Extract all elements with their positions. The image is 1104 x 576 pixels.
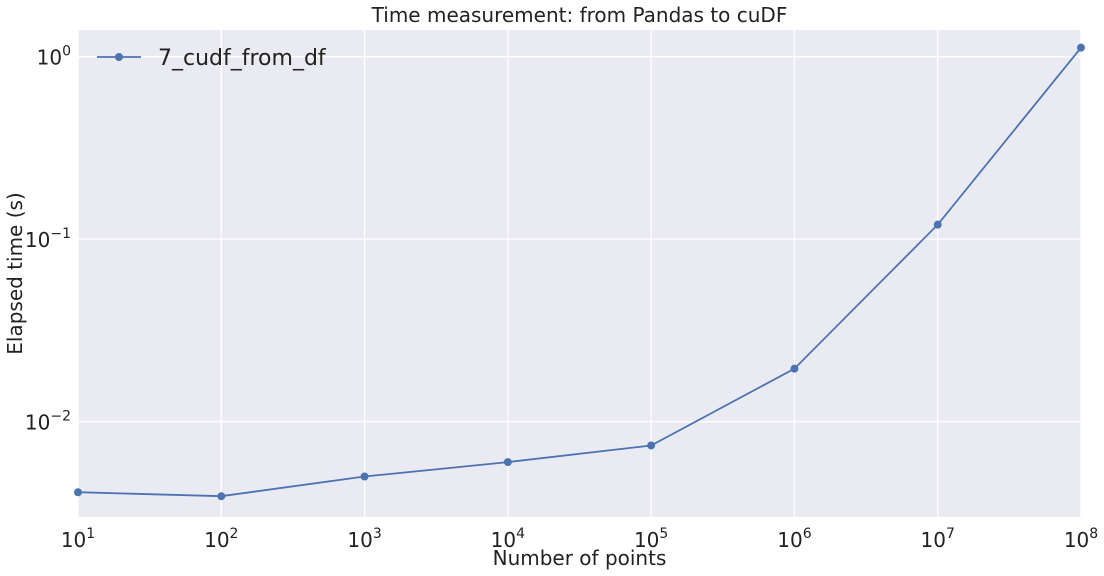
x-tick-label: 107 <box>921 526 955 552</box>
data-point <box>217 492 226 501</box>
x-tick-label: 105 <box>634 526 668 552</box>
data-point <box>790 364 799 373</box>
y-tick-label: 10−2 <box>25 409 71 435</box>
y-tick-label: 10−1 <box>25 226 71 252</box>
x-tick-label: 101 <box>61 526 95 552</box>
series-line <box>77 47 1082 498</box>
data-point <box>933 220 942 229</box>
x-tick-labels: 101 102 103 104 105 106 107 108 <box>61 526 1098 552</box>
plot-background <box>78 30 1081 517</box>
data-point <box>360 472 369 481</box>
x-tick-label: 106 <box>777 526 811 552</box>
y-axis-label: Elapsed time (s) <box>3 192 27 355</box>
legend-marker <box>115 53 123 61</box>
legend: 7_cudf_from_df <box>97 46 327 71</box>
data-point <box>503 458 512 467</box>
legend-label: 7_cudf_from_df <box>158 46 327 71</box>
data-point <box>647 441 656 450</box>
x-tick-label: 103 <box>347 526 381 552</box>
grid <box>77 30 1082 517</box>
chart-title: Time measurement: from Pandas to cuDF <box>371 3 788 27</box>
x-axis-label: Number of points <box>493 546 667 570</box>
x-tick-label: 108 <box>1064 526 1098 552</box>
y-tick-labels: 10−2 10−1 100 <box>25 44 71 435</box>
y-tick-label: 100 <box>37 44 71 70</box>
x-tick-label: 104 <box>491 526 525 552</box>
x-tick-label: 102 <box>204 526 238 552</box>
series-group <box>74 43 1085 501</box>
data-point <box>1077 43 1085 52</box>
data-point <box>74 488 82 497</box>
